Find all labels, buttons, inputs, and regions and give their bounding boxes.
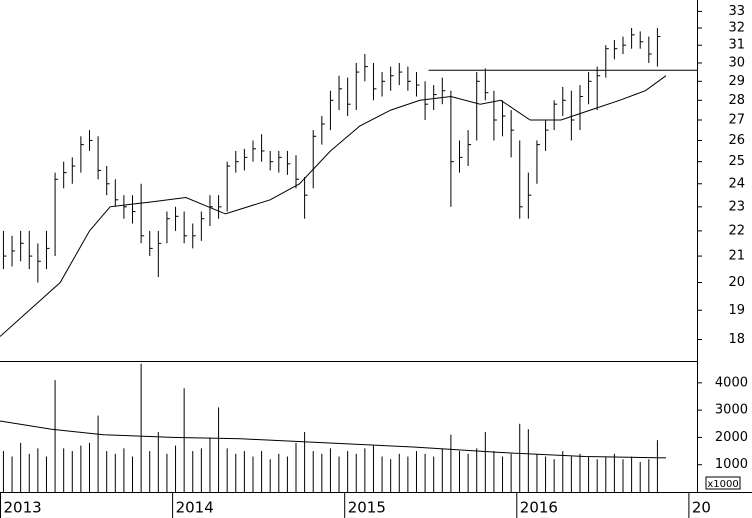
x-tick-label: 20 bbox=[692, 499, 711, 517]
x-tick-label: 2014 bbox=[176, 499, 214, 517]
y-tick-label: 20 bbox=[728, 275, 745, 290]
unit-box bbox=[705, 476, 741, 490]
y-tick-label: 22 bbox=[728, 223, 745, 238]
volume-moving-average bbox=[0, 420, 667, 459]
y-tick-label: 31 bbox=[728, 38, 745, 53]
price-moving-average bbox=[0, 75, 667, 337]
x-tick-label: 2015 bbox=[348, 499, 386, 517]
y-tick-label: 29 bbox=[728, 74, 745, 89]
y-tick-label: 26 bbox=[728, 133, 745, 148]
volume-tick-label: 3000 bbox=[715, 403, 748, 418]
y-tick-label: 30 bbox=[728, 55, 745, 70]
volume-unit: x1000 bbox=[707, 479, 738, 490]
y-tick-label: 19 bbox=[728, 303, 745, 318]
y-tick-label: 18 bbox=[728, 332, 745, 347]
y-tick-label: 33 bbox=[728, 4, 745, 19]
y-tick-label: 28 bbox=[728, 93, 745, 108]
y-tick-label: 21 bbox=[728, 249, 745, 264]
y-tick-label: 25 bbox=[728, 154, 745, 169]
volume-tick-label: 1000 bbox=[715, 457, 748, 472]
y-tick-label: 24 bbox=[728, 176, 745, 191]
y-tick-label: 23 bbox=[728, 199, 745, 214]
volume-tick-label: 4000 bbox=[715, 375, 748, 390]
y-tick-label: 27 bbox=[728, 113, 745, 128]
y-tick-label: 32 bbox=[728, 21, 745, 36]
x-tick-label: 2016 bbox=[520, 499, 558, 517]
x-tick-label: 2013 bbox=[4, 499, 42, 517]
volume-tick-label: 2000 bbox=[715, 430, 748, 445]
